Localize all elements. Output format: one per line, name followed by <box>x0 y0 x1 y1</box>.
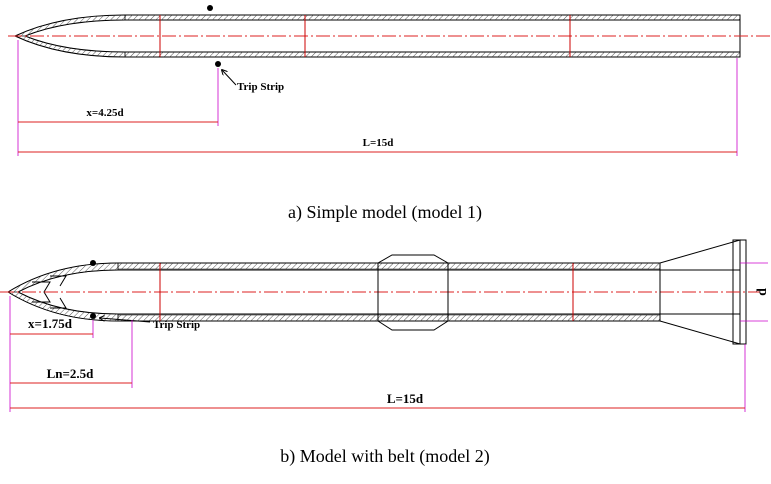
caption: b) Model with belt (model 2) <box>280 446 489 467</box>
model-a-drawing <box>8 5 770 156</box>
trip-strip-label: Trip Strip <box>237 81 284 93</box>
dimension-label: L=15d <box>363 137 394 149</box>
caption: a) Simple model (model 1) <box>288 202 482 223</box>
figure: Trip Strip x=4.25d L=15d a) Simple model… <box>0 0 771 484</box>
dimension-label: x=4.25d <box>86 107 123 119</box>
dimension-label: L=15d <box>387 391 424 406</box>
diameter-label: d <box>755 288 770 296</box>
dimension-label: Ln=2.5d <box>47 366 95 381</box>
model-b-drawing <box>0 240 768 412</box>
trip-strip-label: Trip Strip <box>153 319 200 331</box>
dimension-label: x=1.75d <box>28 316 73 331</box>
